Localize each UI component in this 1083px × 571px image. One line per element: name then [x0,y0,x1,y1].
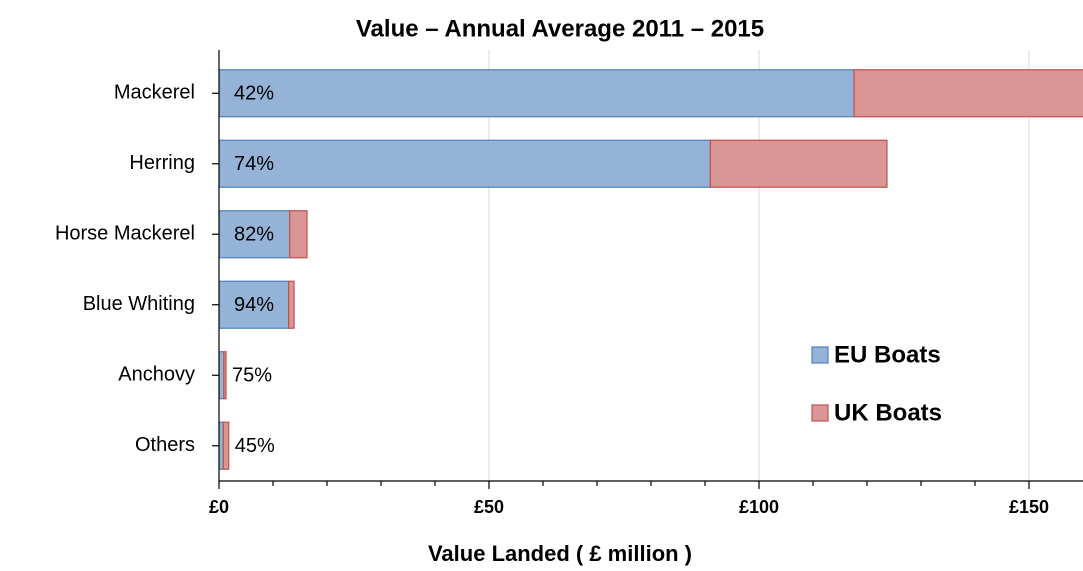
category-label: Anchovy [118,364,195,386]
bar-segment [219,421,224,470]
bar-segment [709,139,888,188]
x-axis-label: Value Landed ( £ million ) [428,541,692,566]
category-label: Others [135,434,195,456]
bar-segment [219,139,711,188]
category-label: Mackerel [114,82,195,104]
legend-label: EU Boats [834,341,941,368]
bar-label: 74% [234,153,274,175]
bar-label: 42% [234,83,274,105]
bar-segment [219,210,291,259]
x-tick-label: £0 [209,497,229,517]
bar-segment [223,351,227,400]
bar-segment [219,351,225,400]
bar-label: 82% [234,224,274,246]
category-label: Herring [129,152,195,174]
legend-swatch [811,404,829,422]
legend-label: UK Boats [834,399,942,426]
x-tick-label: £100 [739,497,779,517]
bar-label: 45% [235,435,275,457]
bar-label: 94% [234,294,274,316]
bar-segment [853,69,1083,118]
bar-label: 75% [232,365,272,387]
bar-segment [288,280,295,329]
bar-segment [289,210,308,259]
legend-swatch [811,346,829,364]
bar-segment [222,421,230,470]
x-tick-label: £50 [474,497,504,517]
chart-title: Value – Annual Average 2011 – 2015 [356,15,764,42]
category-label: Blue Whiting [83,293,195,315]
bar-segment [219,69,855,118]
x-tick-label: £150 [1009,497,1049,517]
category-label: Horse Mackerel [55,223,195,245]
